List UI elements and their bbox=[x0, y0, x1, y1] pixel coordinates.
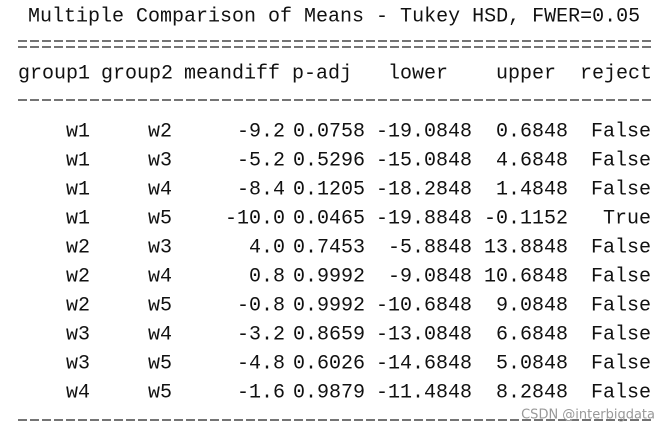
title: Multiple Comparison of Means - Tukey HSD… bbox=[28, 5, 640, 28]
table-cell: w5 bbox=[148, 207, 172, 230]
table-cell: w4 bbox=[66, 381, 90, 404]
table-cell: -3.2 bbox=[237, 323, 285, 346]
table-cell: w3 bbox=[66, 352, 90, 375]
header-cell: p-adj bbox=[292, 62, 352, 85]
table-cell: w5 bbox=[148, 294, 172, 317]
table-cell: -1.6 bbox=[237, 381, 285, 404]
table-cell: 0.6848 bbox=[496, 120, 568, 143]
table-cell: -9.0848 bbox=[388, 265, 472, 288]
table-cell: False bbox=[591, 178, 651, 201]
header-cell: group2 bbox=[101, 62, 173, 85]
table-cell: 10.6848 bbox=[484, 265, 568, 288]
table-cell: -19.8848 bbox=[376, 207, 472, 230]
table-cell: 8.2848 bbox=[496, 381, 568, 404]
table-cell: 0.0465 bbox=[293, 207, 365, 230]
table-cell: -0.1152 bbox=[484, 207, 568, 230]
table-cell: 0.7453 bbox=[293, 236, 365, 259]
table-cell: -0.8 bbox=[237, 294, 285, 317]
table-cell: -5.2 bbox=[237, 149, 285, 172]
table-cell: -5.8848 bbox=[388, 236, 472, 259]
table-cell: 4.0 bbox=[249, 236, 285, 259]
table-cell: w5 bbox=[148, 352, 172, 375]
table-cell: -15.0848 bbox=[376, 149, 472, 172]
table-cell: w2 bbox=[148, 120, 172, 143]
table-cell: -10.0 bbox=[225, 207, 285, 230]
table-cell: True bbox=[603, 207, 651, 230]
table-cell: w3 bbox=[148, 236, 172, 259]
table-cell: -11.4848 bbox=[376, 381, 472, 404]
header-cell: upper bbox=[496, 62, 556, 85]
table-cell: w4 bbox=[148, 323, 172, 346]
header-cell: meandiff bbox=[184, 62, 280, 85]
table-cell: w2 bbox=[66, 236, 90, 259]
table-cell: -14.6848 bbox=[376, 352, 472, 375]
header-cell: reject bbox=[580, 62, 652, 85]
table-cell: w4 bbox=[148, 265, 172, 288]
table-cell: w2 bbox=[66, 294, 90, 317]
table-cell: -9.2 bbox=[237, 120, 285, 143]
table-cell: w2 bbox=[66, 265, 90, 288]
table-cell: 0.9879 bbox=[293, 381, 365, 404]
table-cell: -4.8 bbox=[237, 352, 285, 375]
table-cell: -13.0848 bbox=[376, 323, 472, 346]
table-cell: 0.5296 bbox=[293, 149, 365, 172]
table-cell: False bbox=[591, 236, 651, 259]
table-cell: 9.0848 bbox=[496, 294, 568, 317]
table-cell: False bbox=[591, 265, 651, 288]
table-cell: w1 bbox=[66, 178, 90, 201]
header-cell: lower bbox=[388, 62, 448, 85]
table-cell: -19.0848 bbox=[376, 120, 472, 143]
table-cell: False bbox=[591, 323, 651, 346]
table-cell: False bbox=[591, 294, 651, 317]
table-cell: -10.6848 bbox=[376, 294, 472, 317]
watermark: CSDN @interbigdata bbox=[521, 408, 655, 423]
table-cell: 1.4848 bbox=[496, 178, 568, 201]
table-cell: 0.1205 bbox=[293, 178, 365, 201]
table-cell: 0.0758 bbox=[293, 120, 365, 143]
table-cell: w3 bbox=[148, 149, 172, 172]
header-cell: group1 bbox=[18, 62, 90, 85]
table-cell: -8.4 bbox=[237, 178, 285, 201]
table-cell: False bbox=[591, 381, 651, 404]
table-cell: False bbox=[591, 149, 651, 172]
table-cell: 13.8848 bbox=[484, 236, 568, 259]
table-cell: -18.2848 bbox=[376, 178, 472, 201]
table-cell: 5.0848 bbox=[496, 352, 568, 375]
table-cell: w1 bbox=[66, 149, 90, 172]
table-cell: False bbox=[591, 352, 651, 375]
table-cell: 0.6026 bbox=[293, 352, 365, 375]
table-cell: 0.8 bbox=[249, 265, 285, 288]
table-cell: 0.8659 bbox=[293, 323, 365, 346]
table-cell: w5 bbox=[148, 381, 172, 404]
table-cell: 6.6848 bbox=[496, 323, 568, 346]
table-cell: w3 bbox=[66, 323, 90, 346]
table-cell: 4.6848 bbox=[496, 149, 568, 172]
table-cell: 0.9992 bbox=[293, 294, 365, 317]
table-cell: w1 bbox=[66, 207, 90, 230]
table-cell: w4 bbox=[148, 178, 172, 201]
table-cell: 0.9992 bbox=[293, 265, 365, 288]
table-cell: w1 bbox=[66, 120, 90, 143]
table-cell: False bbox=[591, 120, 651, 143]
